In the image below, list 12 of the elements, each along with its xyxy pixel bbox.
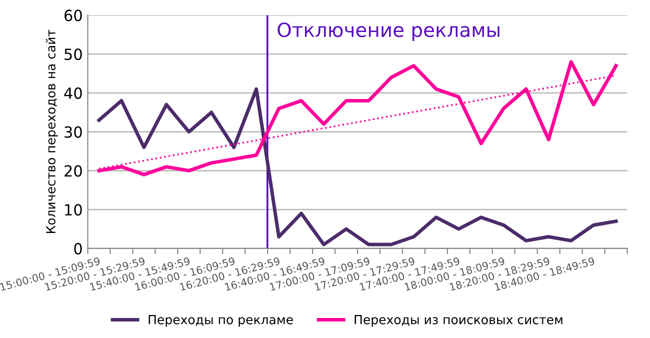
y-tick-label: 50 [64, 48, 82, 60]
y-axis-title: Количество переходов на сайт [46, 30, 58, 233]
y-tick-label: 10 [65, 204, 82, 216]
annotation: Отключение рекламы [278, 22, 500, 41]
y-tick-label: 20 [64, 165, 82, 177]
y-tick-label: 40 [64, 87, 82, 99]
y-tick-label: 60 [64, 10, 82, 22]
legend-label: Переходы по рекламе [148, 315, 293, 327]
y-tick-label: 30 [64, 126, 82, 138]
y-tick-label: 0 [74, 242, 82, 254]
line-series [97, 87, 618, 246]
legend-label: Переходы из поисковых систем [354, 315, 562, 327]
